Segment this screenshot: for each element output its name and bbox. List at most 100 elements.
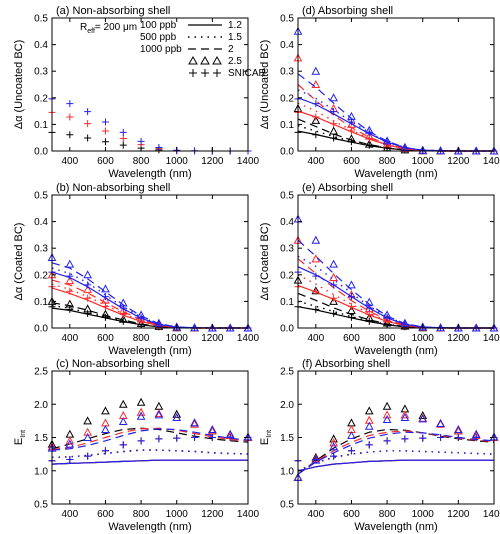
y-tick-label: 0.0 (34, 147, 48, 158)
plus-marker (101, 293, 109, 301)
x-tick-label: 800 (379, 509, 396, 520)
x-tick-label: 800 (133, 333, 150, 344)
series-line-dashed (297, 430, 495, 475)
y-tick-label: 1.0 (34, 466, 48, 477)
plus-marker (347, 293, 355, 301)
legend: Reff= 200 μm 100 ppb 500 ppb 1000 ppb 1.… (80, 20, 266, 79)
series-line-dashed (297, 73, 494, 152)
y-tick-label: 0.5 (34, 14, 48, 25)
triangle-marker (208, 426, 217, 435)
plus-marker (84, 452, 92, 460)
series-group-c (47, 397, 253, 465)
x-tick-label: 1000 (166, 509, 189, 520)
triangle-marker (329, 259, 338, 268)
y-tick-label: 0.2 (34, 93, 48, 104)
plus-marker (330, 452, 338, 460)
legend-triangle-marker (212, 55, 222, 65)
plus-marker (155, 144, 163, 152)
series-line-dotted (297, 89, 494, 152)
y-tick-label: 0.2 (34, 270, 48, 281)
triangle-marker (208, 424, 217, 434)
x-tick-label: 600 (343, 333, 360, 344)
plot-frame (297, 194, 495, 329)
plus-marker (437, 434, 445, 441)
series-line-dotted (51, 449, 249, 459)
plus-marker (365, 310, 373, 318)
y-axis-label-sub: Int (266, 430, 273, 438)
y-tick-label: 0.4 (34, 217, 48, 228)
y-tick-label: 2.5 (280, 367, 294, 378)
y-tick-label: 2.0 (280, 400, 294, 411)
series-line-dashed (297, 239, 494, 329)
triangle-marker (400, 410, 410, 419)
plus-marker (330, 108, 338, 116)
plus-marker (347, 447, 355, 455)
triangle-marker (329, 438, 338, 447)
x-tick-label: 800 (379, 333, 396, 344)
triangle-marker (329, 126, 338, 135)
x-tick-label: 400 (307, 156, 324, 167)
plus-marker (84, 108, 92, 116)
x-tick-label: 1000 (166, 333, 189, 344)
plus-marker (365, 304, 373, 312)
triangle-marker (454, 426, 463, 435)
y-tick-label: 2.5 (34, 367, 48, 378)
triangle-marker (382, 410, 392, 419)
plus-marker (312, 305, 320, 313)
y-tick-label: 0.1 (34, 120, 48, 131)
legend-triangle-samples (188, 55, 222, 65)
triangle-marker (347, 305, 356, 314)
y-tick-label: 0.2 (280, 93, 294, 104)
series-line-dotted (51, 449, 249, 459)
y-tick-label: 0.1 (280, 120, 294, 131)
plus-marker (401, 320, 409, 328)
y-axis-label: EInt (13, 430, 27, 445)
plus-marker (66, 131, 74, 139)
plus-marker (419, 434, 427, 442)
plus-marker (365, 134, 373, 142)
triangle-marker (347, 430, 356, 440)
plus-marker (330, 134, 338, 142)
x-tick-label: 1200 (447, 156, 470, 167)
series-line-dashed (297, 258, 494, 329)
triangle-marker (329, 93, 338, 102)
triangle-marker (136, 397, 146, 406)
plus-marker (208, 434, 216, 441)
plus-marker (66, 100, 74, 108)
triangle-marker (136, 411, 146, 420)
plus-marker (101, 118, 109, 126)
y-axis-label: EInt (259, 430, 273, 445)
x-tick-label: 400 (307, 509, 324, 520)
plus-marker (454, 434, 462, 441)
plus-marker (312, 100, 320, 108)
x-tick-label: 1000 (412, 333, 435, 344)
y-tick-label: 0.5 (280, 14, 294, 25)
y-tick-label: 0.3 (280, 244, 294, 255)
x-axis-label: Wavelength (nm) (108, 168, 191, 180)
plus-marker (66, 113, 74, 121)
plus-marker (365, 441, 373, 449)
series-line-dashed (51, 427, 249, 450)
plus-marker (330, 294, 338, 302)
plus-marker (312, 287, 320, 295)
plus-marker (401, 435, 409, 443)
x-axis-label: Wavelength (nm) (108, 521, 191, 533)
plus-marker (137, 314, 145, 322)
x-axis-label: Wavelength (nm) (354, 521, 437, 533)
triangle-marker (382, 401, 392, 410)
plus-marker (101, 302, 109, 310)
panel-title: (a) Non-absorbing shell (56, 5, 170, 17)
plus-marker (155, 320, 163, 328)
triangle-marker (118, 416, 128, 426)
legend-reff-label: Reff= 200 μm (80, 22, 137, 35)
plus-marker (155, 435, 163, 443)
x-axis-label: Wavelength (nm) (108, 345, 191, 357)
panel-title: (e) Absorbing shell (302, 182, 393, 194)
plus-marker (312, 131, 320, 139)
series-line-dashed (51, 262, 248, 329)
triangle-marker (65, 276, 75, 285)
legend-plus-marker (213, 69, 221, 77)
panel-d: 400 600 800 1000 1200 1400 0.0 0.1 0.2 0.3 0.4 0.5 (… (259, 5, 500, 180)
y-tick-label: 0.0 (280, 324, 294, 335)
y-axis-label-main: E (13, 438, 25, 445)
